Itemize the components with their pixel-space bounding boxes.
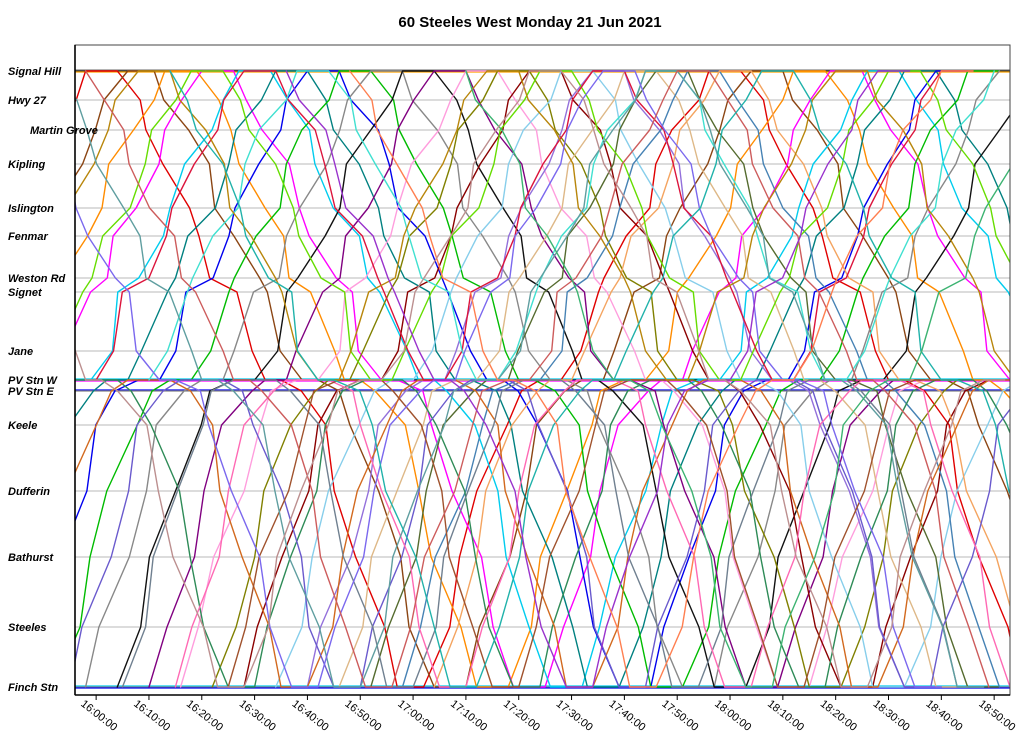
- station-label: Islington: [8, 203, 54, 215]
- station-label: Finch Stn: [8, 682, 58, 694]
- trip-line: [75, 70, 1010, 381]
- station-label: Signal Hill: [8, 66, 62, 78]
- trip-line: [169, 70, 1010, 688]
- chart-title: 60 Steeles West Monday 21 Jun 2021: [398, 14, 661, 31]
- station-label: Weston Rd: [8, 273, 66, 285]
- time-tick-label: 18:10:00: [765, 698, 806, 734]
- station-label: Signet: [8, 287, 43, 299]
- trip-line: [275, 70, 1010, 688]
- time-tick-label: 17:00:00: [395, 698, 436, 734]
- time-tick-label: 16:50:00: [342, 698, 383, 734]
- time-tick-label: 18:50:00: [976, 698, 1017, 734]
- trip-line: [227, 379, 953, 688]
- station-label: Steeles: [8, 622, 47, 634]
- trip-line: [148, 70, 995, 381]
- trip-line: [75, 379, 1010, 688]
- time-tick-label: 18:40:00: [923, 698, 964, 734]
- time-tick-label: 17:20:00: [501, 698, 542, 734]
- trip-line: [84, 70, 990, 688]
- trip-line: [285, 70, 911, 688]
- station-label: Dufferin: [8, 486, 50, 498]
- time-tick-label: 17:30:00: [554, 698, 595, 734]
- station-label: PV Stn W: [8, 375, 59, 387]
- station-label: Fenmar: [8, 231, 48, 243]
- trip-line: [75, 70, 985, 688]
- trip-line: [349, 70, 974, 688]
- time-tick-label: 17:50:00: [659, 698, 700, 734]
- time-tick-label: 16:30:00: [237, 698, 278, 734]
- time-tick-label: 16:40:00: [290, 698, 331, 734]
- trip-line: [75, 379, 1010, 688]
- time-tick-label: 16:10:00: [131, 698, 172, 734]
- time-tick-label: 16:00:00: [78, 698, 119, 734]
- station-label: Hwy 27: [8, 95, 47, 107]
- station-label: PV Stn E: [8, 386, 55, 398]
- plot-frame: [74, 44, 1011, 696]
- station-label: Bathurst: [8, 552, 55, 564]
- trip-line: [465, 70, 1010, 688]
- station-label: Kipling: [8, 159, 46, 171]
- trip-line: [433, 70, 1010, 688]
- trip-line: [75, 379, 1010, 688]
- station-label: Martin Grove: [30, 125, 98, 137]
- station-labels: Signal Hill Hwy 27 Martin Grove Kipling Isli…: [8, 66, 98, 694]
- time-tick-label: 17:40:00: [607, 698, 648, 734]
- trip-line: [75, 70, 1001, 688]
- station-label: Keele: [8, 420, 37, 432]
- vehicle-trip-lines: [75, 70, 1010, 688]
- trip-line: [148, 70, 916, 688]
- trip-line: [95, 70, 974, 381]
- trip-line: [75, 70, 1006, 688]
- time-tick-label: 18:30:00: [871, 698, 912, 734]
- time-tick-label: 18:00:00: [712, 698, 753, 734]
- time-tick-label: 16:20:00: [184, 698, 225, 734]
- trip-line: [75, 70, 942, 688]
- station-label: Jane: [8, 346, 33, 358]
- trip-line: [116, 70, 1010, 688]
- time-axis-labels: 16:00:00 16:10:00 16:20:00 16:30:00 16:40:00…: [78, 695, 1017, 734]
- time-tick-label: 18:20:00: [818, 698, 859, 734]
- time-tick-label: 17:10:00: [448, 698, 489, 734]
